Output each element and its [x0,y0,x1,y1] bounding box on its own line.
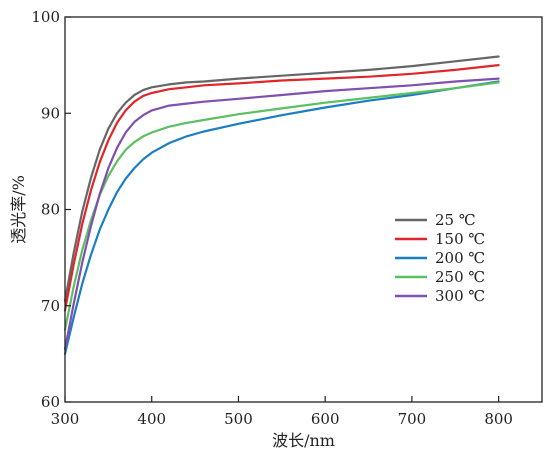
legend-label-2: 200 ℃ [435,249,485,267]
legend-label-0: 25 ℃ [435,211,476,229]
axis-ticks: 300 400 500 600 700 800 60 70 80 90 100 [31,8,513,428]
y-tick-label: 80 [41,201,60,219]
series-line-1 [63,63,500,312]
x-tick-label: 700 [398,410,427,428]
legend-label-4: 300 ℃ [435,287,485,305]
x-tick-label: 400 [137,410,166,428]
series-line-0 [63,55,500,302]
y-tick-label: 70 [41,297,60,315]
x-tick-label: 800 [484,410,513,428]
x-tick-label: 600 [311,410,340,428]
y-axis-label: 透光率/% [9,175,28,244]
legend-label-3: 250 ℃ [435,268,485,286]
y-tick-label: 60 [41,393,60,411]
x-axis-label: 波长/nm [272,431,335,450]
y-tick-label: 90 [41,104,60,122]
y-tick-label: 100 [31,8,60,26]
legend-label-1: 150 ℃ [435,230,485,248]
plot-lines [63,55,500,355]
series-line-3 [63,81,500,331]
series-line-4 [63,77,500,351]
x-tick-label: 500 [224,410,253,428]
series-line-2 [63,80,500,355]
x-tick-label: 300 [51,410,80,428]
